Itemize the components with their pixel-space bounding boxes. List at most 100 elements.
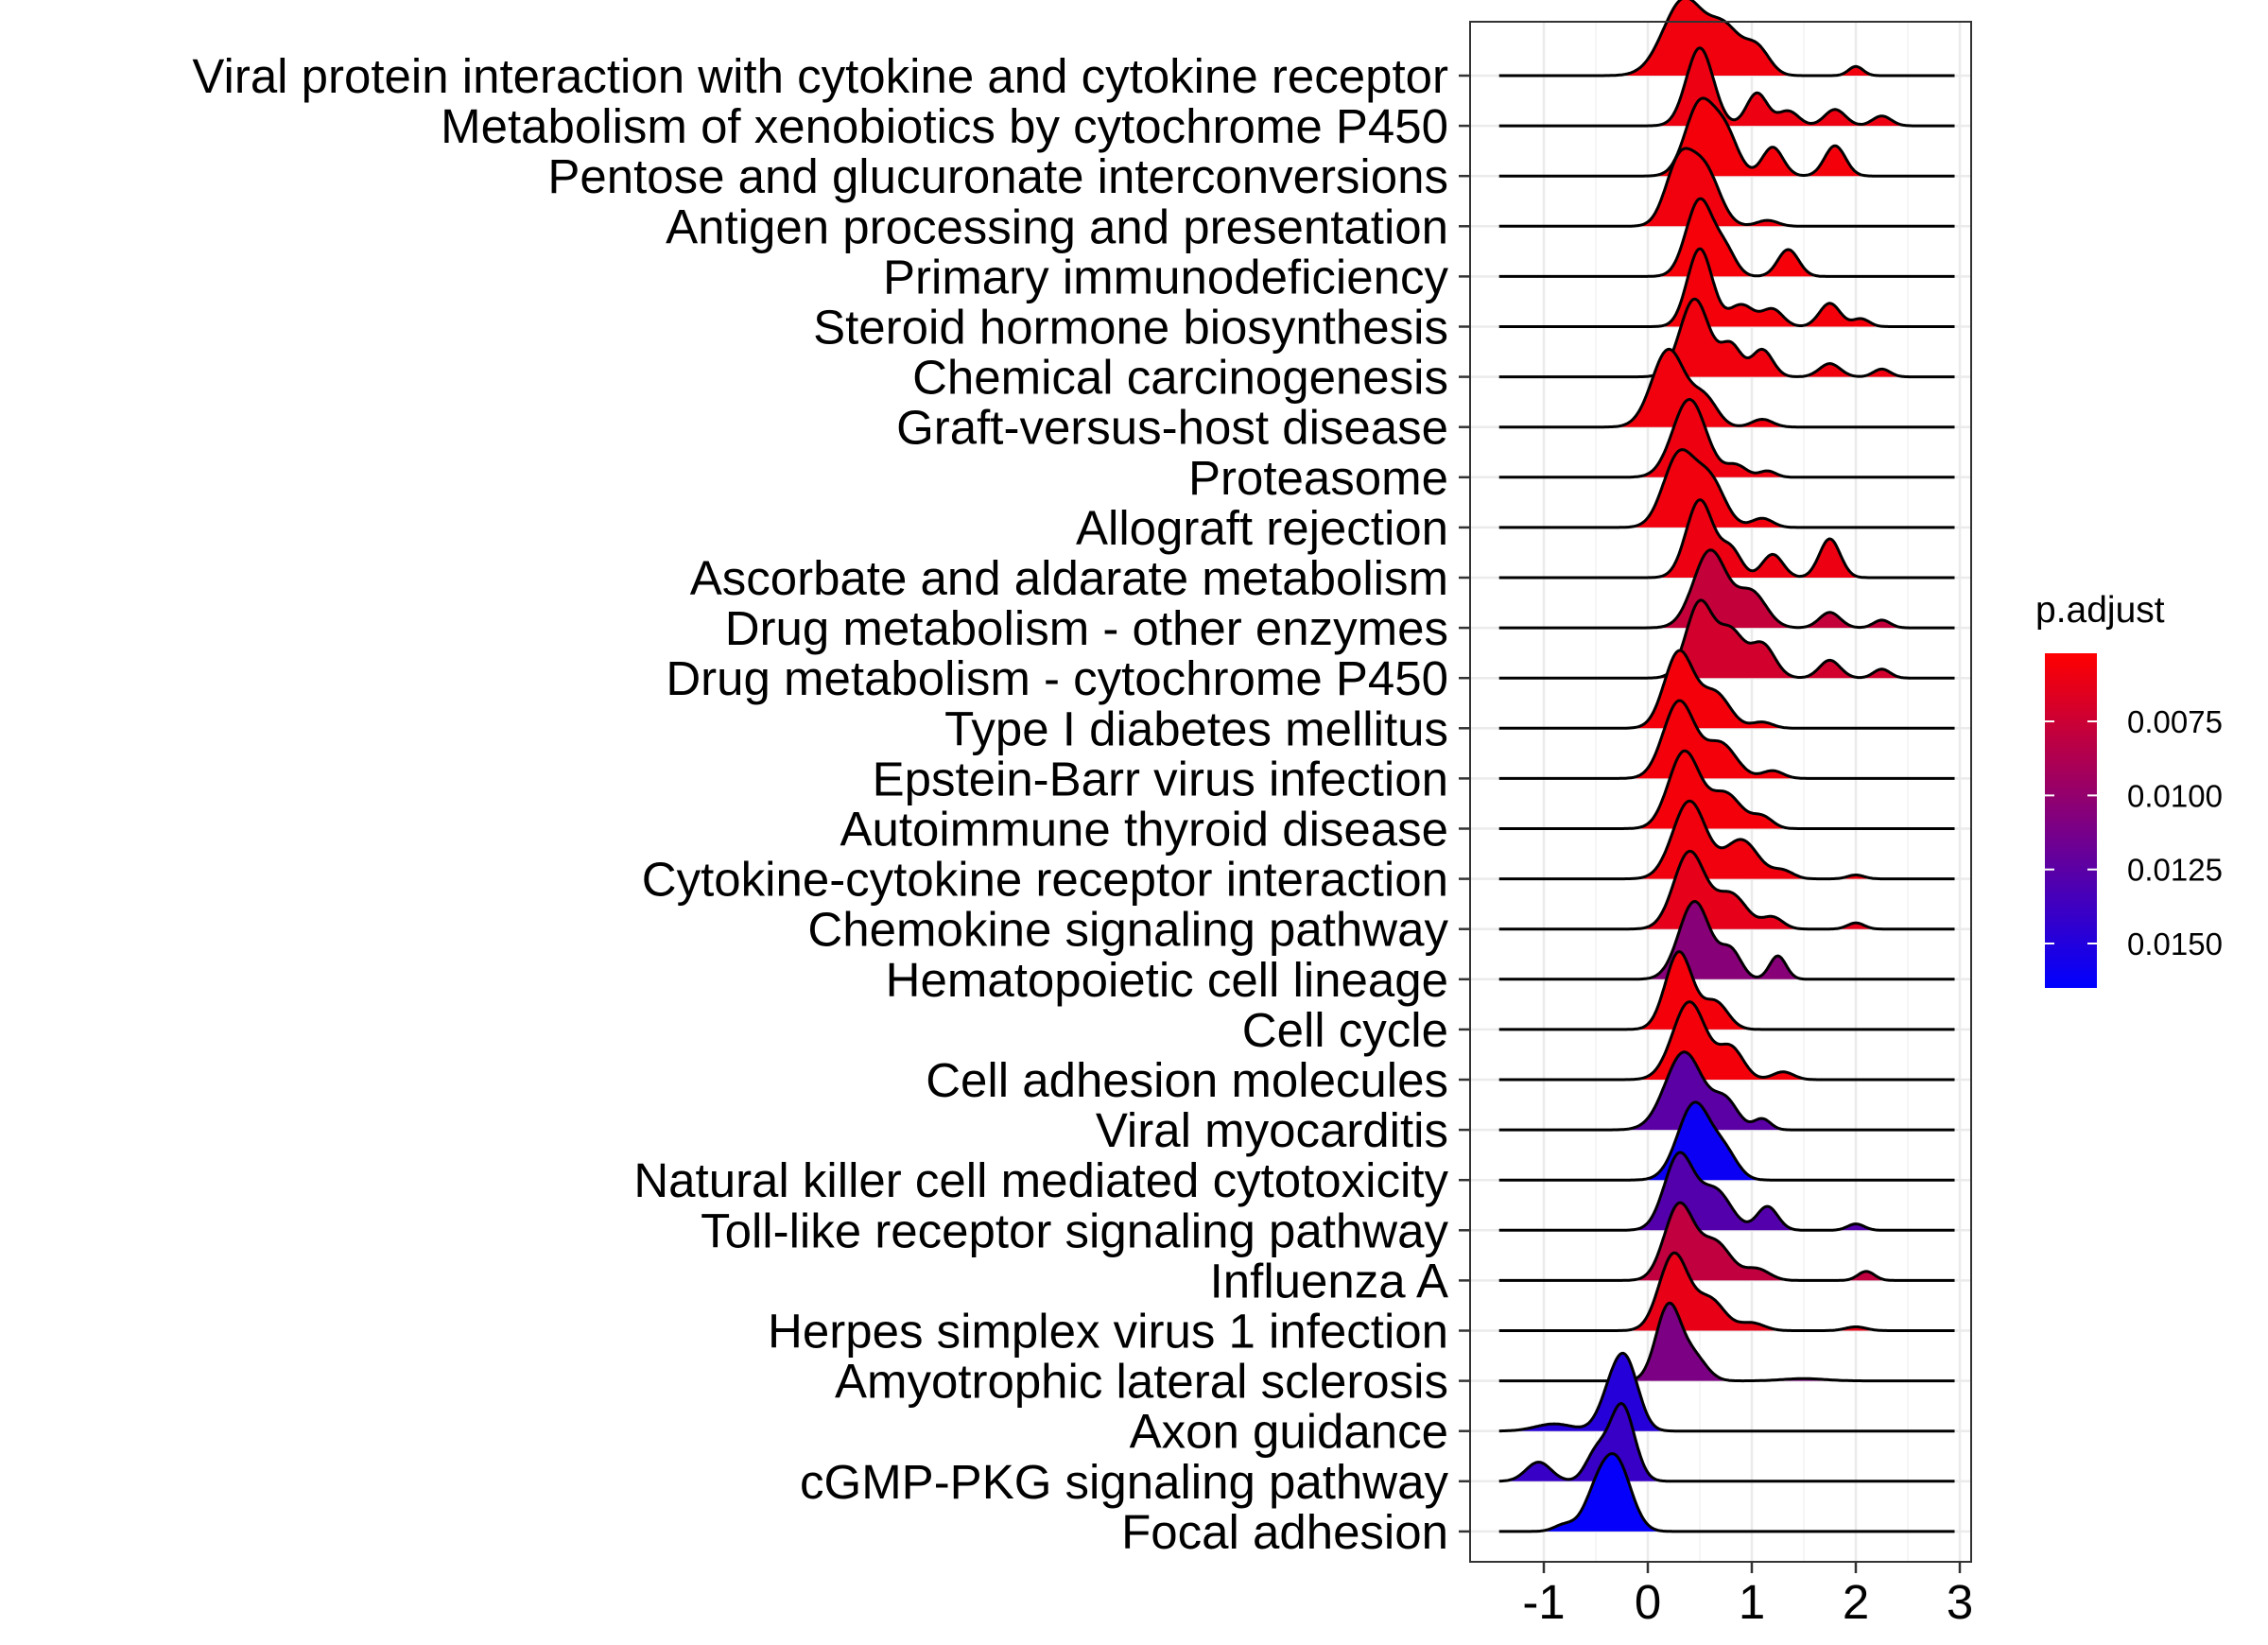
ridge-primary-immunodeficiency [1498,197,1955,278]
category-label: Viral myocarditis [1096,1103,1448,1157]
ridge-line [1498,598,1955,680]
ridge-area [1498,299,1955,377]
legend-tick-label: 0.0100 [2127,778,2223,813]
category-label: Proteasome [1188,451,1448,505]
legend-title: p.adjust [2035,590,2165,631]
ridge-area [1498,801,1955,879]
ridge-autoimmune-thyroid-disease [1498,749,1955,830]
ridge-ascorbate-and-aldarate-metabolism [1498,498,1955,580]
category-label: Drug metabolism - other enzymes [725,601,1448,655]
ridge-line [1498,1301,1955,1383]
category-label: Metabolism of xenobiotics by cytochrome … [441,99,1448,153]
ridge-drug-metabolism-cytochrome-p450 [1498,598,1955,680]
category-label: Chemokine signaling pathway [807,903,1448,957]
category-label: Allograft rejection [1076,501,1448,555]
ridge-influenza-a [1498,1201,1955,1282]
category-label: Toll-like receptor signaling pathway [701,1203,1448,1257]
legend-colorbar [2045,653,2097,988]
ridge-line [1498,448,1955,529]
ridge-area [1498,599,1955,679]
legend-ticks: 0.0075 0.0100 0.0125 0.0150 [2045,704,2223,961]
ridge-line [1498,197,1955,278]
ridge-line [1498,950,1955,1031]
category-labels: Viral protein interaction with cytokine … [192,49,1470,1559]
ridge-graft-versus-host-disease [1498,347,1955,429]
x-tick-label: 2 [1843,1575,1869,1629]
ridge-proteasome [1498,398,1955,479]
category-label: Natural killer cell mediated cytotoxicit… [633,1153,1448,1207]
ridge-focal-adhesion [1498,1452,1955,1533]
ridge-chemical-carcinogenesis [1498,297,1955,379]
ridge-line [1498,1251,1955,1332]
ridge-line [1498,649,1955,730]
x-tick-label: 3 [1947,1575,1973,1629]
ridge-natural-killer-cell-mediated-cytotoxicity [1498,1100,1955,1182]
ridge-line [1498,799,1955,881]
ridge-line [1498,1100,1955,1182]
category-label: Epstein-Barr virus infection [873,752,1448,805]
ridge-area [1498,901,1955,979]
category-label: Drug metabolism - cytochrome P450 [666,651,1448,705]
category-label: Graft-versus-host disease [896,401,1448,455]
ridge-line [1498,96,1955,178]
ridge-metabolism-of-xenobiotics-by-cytochrome-p450 [1498,46,1955,128]
ridge-area [1498,1403,1955,1481]
ridge-area [1498,701,1955,779]
category-label: cGMP-PKG signaling pathway [800,1455,1448,1509]
x-tick-label: 1 [1739,1575,1765,1629]
category-label: Chemical carcinogenesis [912,351,1448,405]
ridge-steroid-hormone-biosynthesis [1498,247,1955,328]
category-label: Type I diabetes mellitus [944,701,1448,755]
category-label: Cell cycle [1242,1003,1448,1057]
ridge-area [1498,549,1955,629]
ridge-drug-metabolism-other-enzymes [1498,548,1955,630]
ridge-cell-cycle [1498,950,1955,1031]
ridge-line [1498,1402,1955,1483]
category-label: Herpes simplex virus 1 infection [768,1305,1448,1359]
ridge-area [1498,1203,1955,1281]
legend-tick-label: 0.0150 [2127,926,2223,961]
ridge-area [1498,1001,1955,1080]
ridge-area [1498,0,1955,76]
ridge-line [1498,1452,1955,1533]
legend-tick-label: 0.0075 [2127,704,2223,739]
ridge-area [1498,249,1955,327]
category-label: Primary immunodeficiency [883,250,1449,303]
ridge-type-i-diabetes-mellitus [1498,649,1955,730]
ridge-line [1498,1351,1955,1433]
ridge-epstein-barr-virus-infection [1498,699,1955,780]
ridge-line [1498,749,1955,830]
ridge-axon-guidance [1498,1351,1955,1433]
category-label: Viral protein interaction with cytokine … [192,49,1448,103]
ridge-cytokine-cytokine-receptor-interaction [1498,799,1955,881]
category-label: Hematopoietic cell lineage [886,953,1448,1007]
ridge-amyotrophic-lateral-sclerosis [1498,1301,1955,1383]
category-label: Pentose and glucuronate interconversions [547,149,1448,203]
category-label: Cytokine-cytokine receptor interaction [642,853,1448,907]
ridge-line [1498,498,1955,580]
ridge-line [1498,849,1955,931]
category-label: Antigen processing and presentation [666,199,1448,253]
ridge-line [1498,900,1955,981]
ridge-line [1498,247,1955,328]
ridge-area [1498,1051,1955,1131]
ridge-viral-myocarditis [1498,1050,1955,1132]
ridge-line [1498,0,1955,78]
category-label: Axon guidance [1130,1405,1448,1459]
category-label: Steroid hormone biosynthesis [813,301,1448,355]
ridge-line [1498,1050,1955,1132]
ridge-area [1498,751,1955,829]
ridge-area [1498,449,1955,528]
ridge-area [1498,1453,1955,1532]
ridge-line [1498,1151,1955,1232]
ridge-area [1498,1353,1955,1431]
ridge-area [1498,1101,1955,1181]
x-axis: -1 0 1 2 3 [1522,1562,1973,1629]
ridge-area [1498,951,1955,1030]
ridge-line [1498,398,1955,479]
ridge-cell-adhesion-molecules [1498,1000,1955,1082]
ridge-area [1498,199,1955,277]
legend: p.adjust 0.0075 0.0100 0.0125 0.0150 [2035,590,2223,988]
x-tick-label: 0 [1635,1575,1661,1629]
